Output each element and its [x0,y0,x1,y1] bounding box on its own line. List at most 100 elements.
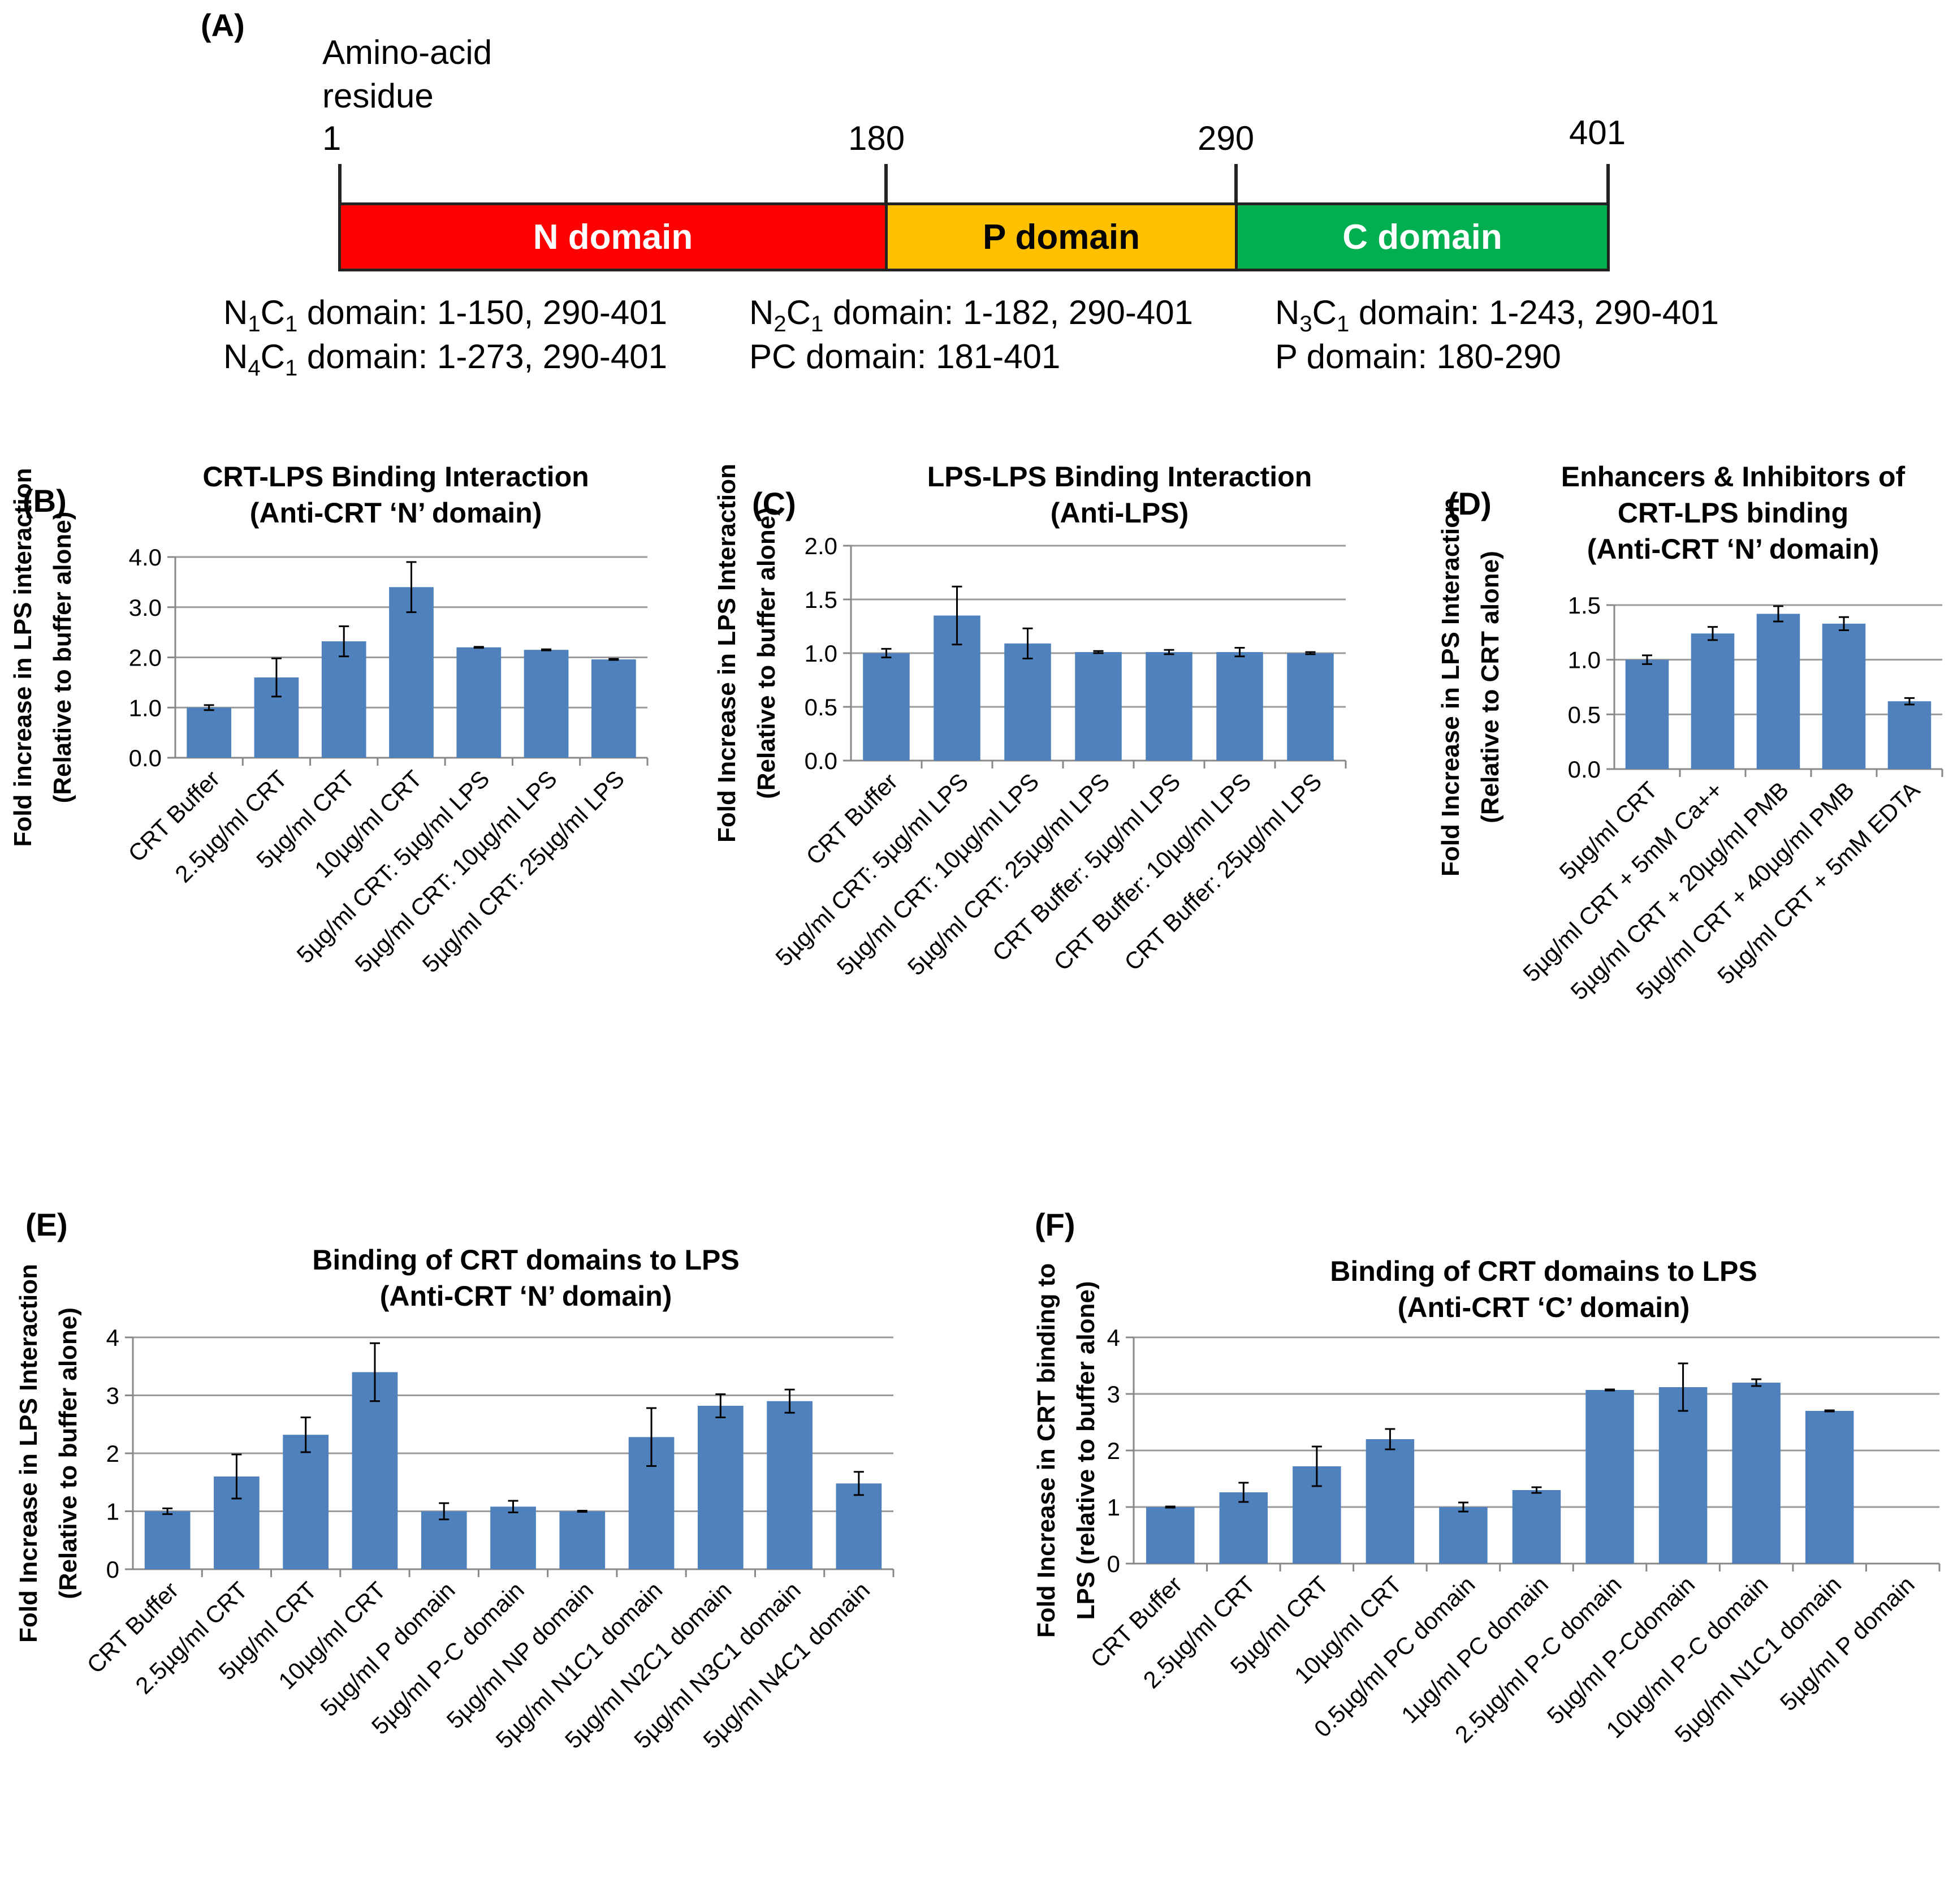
y-tick-label: 3 [1107,1381,1120,1408]
y-tick-label: 0.0 [129,745,162,771]
y-axis-label-line: Fold Increase in LPS Interaction [1437,498,1464,877]
bar-6 [1512,1490,1561,1564]
bar-7 [591,659,636,758]
y-tick-label: 3.0 [129,594,162,621]
chart-title-line: LPS-LPS Binding Interaction [927,461,1312,493]
c-domain-label: C domain [1342,217,1502,257]
chart-title-line: (Anti-CRT ‘C’ domain) [1398,1292,1690,1323]
panel-d-letter: (D) [1448,486,1492,521]
residue-tick-290 [1234,164,1238,209]
bar-1 [144,1511,191,1569]
c-domain-box: C domain [1235,202,1610,271]
x-category-label-11: 5µg/ml P domain [1775,1571,1920,1716]
bar-9 [1732,1383,1781,1564]
y-tick-label: 1 [1107,1494,1120,1521]
y-axis-label-line: (Relative to buffer alone) [753,507,780,799]
y-tick-label: 1.0 [805,640,837,667]
bar-6 [1216,652,1263,761]
bar-3 [1004,643,1051,761]
chart-panel-f: (F) Binding of CRT domains to LPS (Anti-CR… [1032,1207,1941,1748]
y-tick-label: 4 [106,1324,119,1351]
bar-7 [1287,653,1334,761]
chart-panel-d: (D) Enhancers & Inhibitors of CRT-LPS bind… [1437,461,1943,1005]
chart-title-line: (Anti-LPS) [1051,497,1189,529]
y-axis-label-line: Fold increase in LPS interaction [9,468,37,847]
bar-5 [1887,701,1932,769]
y-tick-label: 2.0 [805,533,837,559]
y-tick-label: 1 [106,1499,119,1525]
bar-3 [321,641,366,758]
residue-tick-180 [884,164,888,209]
bar-10 [767,1401,813,1569]
y-axis-label-line: LPS (relative to buffer alone) [1072,1281,1100,1620]
y-tick-label: 4.0 [129,544,162,571]
y-axis-label-line: Fold Increase in LPS Interaction [15,1264,42,1643]
y-tick-label: 0 [106,1556,119,1583]
y-tick-label: 1.0 [129,694,162,721]
chart-title-line: CRT-LPS Binding Interaction [202,461,589,493]
panel-c-letter: (C) [752,486,796,521]
bar-2 [1219,1492,1268,1564]
n-domain-box: N domain [338,202,888,271]
y-tick-label: 2 [106,1440,119,1467]
construct-p: P domain: 180-290 [1275,338,1561,375]
bar-3 [283,1435,329,1569]
bar-2 [1691,633,1735,769]
residue-label-401: 401 [1569,114,1626,152]
bar-7 [1585,1390,1634,1564]
bar-1 [1625,659,1669,769]
chart-title-line: Binding of CRT domains to LPS [1330,1255,1757,1287]
residue-tick-1 [338,164,342,209]
chart-title-line: (Anti-CRT ‘N’ domain) [380,1280,672,1312]
y-tick-label: 0.5 [1568,701,1601,728]
bar-6 [524,650,569,758]
y-tick-label: 0.0 [805,748,837,774]
y-axis-label-line: Fold Increase in CRT binding to [1032,1263,1060,1638]
y-axis-label-line: (Relative to buffer alone) [54,1307,82,1599]
bar-4 [1822,623,1866,769]
chart-title-line: (Anti-CRT ‘N’ domain) [250,497,542,529]
y-axis-label-line: (Relative to CRT alone) [1476,551,1504,823]
chart-title-line: Binding of CRT domains to LPS [312,1244,740,1276]
construct-n4c1: N4C1 domain: 1-273, 290-401 [223,338,667,381]
bar-10 [1805,1411,1854,1564]
bar-3 [1756,614,1800,769]
y-axis-label-line: (Relative to buffer alone) [49,512,76,804]
chart-title-line: CRT-LPS binding [1618,497,1848,529]
n-domain-label: N domain [533,217,693,257]
bar-4 [352,1372,398,1569]
y-tick-label: 1.5 [1568,592,1601,619]
panel-a-letter: (A) [201,7,245,43]
p-domain-box: P domain [885,202,1238,271]
y-tick-label: 1.0 [1568,647,1601,673]
bar-1 [1146,1507,1195,1564]
bar-1 [187,707,232,758]
panel-e-letter: (E) [25,1207,68,1242]
bar-5 [456,647,502,758]
y-tick-label: 2 [1107,1437,1120,1464]
residue-label-180: 180 [848,119,905,157]
p-domain-label: P domain [983,217,1140,257]
y-tick-label: 0.5 [805,694,837,720]
y-tick-label: 0.0 [1568,756,1601,783]
y-tick-label: 3 [106,1383,119,1409]
y-axis-label-line: Fold Increase in LPS Interaction [713,464,741,843]
chart-panel-b: (B) CRT-LPS Binding Interaction (Anti-CRT … [9,461,649,978]
panel-f-letter: (F) [1035,1207,1075,1242]
panel-b-letter: (B) [23,483,67,519]
bar-7 [559,1511,606,1569]
residue-label-1: 1 [322,119,342,157]
construct-n2c1: N2C1 domain: 1-182, 290-401 [749,293,1193,336]
chart-title-line: (Anti-CRT ‘N’ domain) [1587,533,1879,565]
bar-9 [697,1405,744,1569]
y-tick-label: 1.5 [805,586,837,613]
construct-pc: PC domain: 181-401 [749,338,1061,375]
bar-6 [490,1506,536,1569]
y-tick-label: 4 [1107,1324,1120,1351]
residue-axis-title-line2: residue [322,77,434,115]
bar-5 [1439,1507,1488,1564]
y-tick-label: 2.0 [129,645,162,671]
construct-n1c1: N1C1 domain: 1-150, 290-401 [223,293,667,336]
bar-4 [1075,652,1122,761]
bar-8 [1658,1387,1708,1564]
